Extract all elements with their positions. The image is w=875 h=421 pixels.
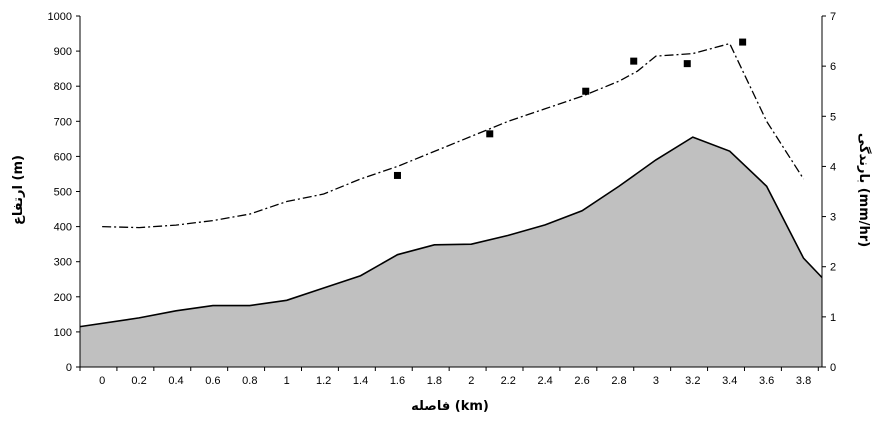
rainfall-observed-point [739,38,747,46]
x-tick-label: 2.8 [611,375,626,387]
x-tick-label: 1.8 [427,375,442,387]
x-tick-label: 3 [653,375,659,387]
y2-tick-label: 1 [830,312,836,324]
y-tick-label: 0 [66,362,72,374]
y-tick-label: 700 [54,116,72,128]
rainfall-observed-point [683,60,691,68]
x-tick-label: 1.6 [390,375,405,387]
x-tick-label: 2.4 [537,375,552,387]
y2-tick-label: 3 [830,212,836,224]
x-tick-label: 2.2 [501,375,516,387]
y2-tick-label: 5 [830,111,836,123]
line-layer [102,42,805,229]
y-tick-label: 200 [54,292,72,304]
x-tick-label: 3.6 [759,375,774,387]
area-layer [79,136,823,367]
x-tick-label: 2.6 [574,375,589,387]
x-tick-label: 3.2 [685,375,700,387]
elevation-line [79,136,823,328]
x-tick-label: 3.4 [722,375,737,387]
x-tick-label: 0.8 [242,375,257,387]
x-tick-label: 1.4 [353,375,368,387]
y2-tick-label: 4 [830,161,836,173]
y-tick-label: 800 [54,81,72,93]
rainfall-observed-point [630,57,638,65]
y2-tick-label: 6 [830,61,836,73]
x-axis-title: فاصله (km) [411,399,489,414]
y-tick-label: 300 [54,257,72,269]
y-tick-label: 400 [54,222,72,234]
rainfall-observed-point [582,87,590,95]
y-tick-label: 1000 [48,11,72,23]
x-tick-label: 0 [99,375,105,387]
marker-layer [393,38,747,179]
y2-tick-label: 7 [830,11,836,23]
x-tick-label: 1 [284,375,290,387]
y2-tick-label: 0 [830,362,836,374]
y-tick-label: 100 [54,327,72,339]
x-tick-label: 0.2 [131,375,146,387]
y-tick-label: 900 [54,46,72,58]
axes-layer: 0 100 200 300 400 500 600 700 800 900 1000 0 1 2 3 4 5 6 7… [48,11,837,387]
x-tick-label: 0.6 [205,375,220,387]
x-tick-label: 0.4 [168,375,183,387]
rainfall-trend-line [102,42,805,229]
y-tick-label: 600 [54,151,72,163]
x-tick-label: 1.2 [316,375,331,387]
x-tick-label: 2 [468,375,474,387]
elevation-area-fill [80,137,822,367]
rainfall-observed-point [393,171,401,179]
rainfall-observed-point [486,130,494,138]
y-tick-label: 500 [54,187,72,199]
y2-axis-title: بارندگی (mm/hr) [856,133,872,247]
y-axis-title: ارتفاع (m) [11,155,26,225]
x-tick-label: 3.8 [796,375,811,387]
y2-tick-label: 2 [830,262,836,274]
